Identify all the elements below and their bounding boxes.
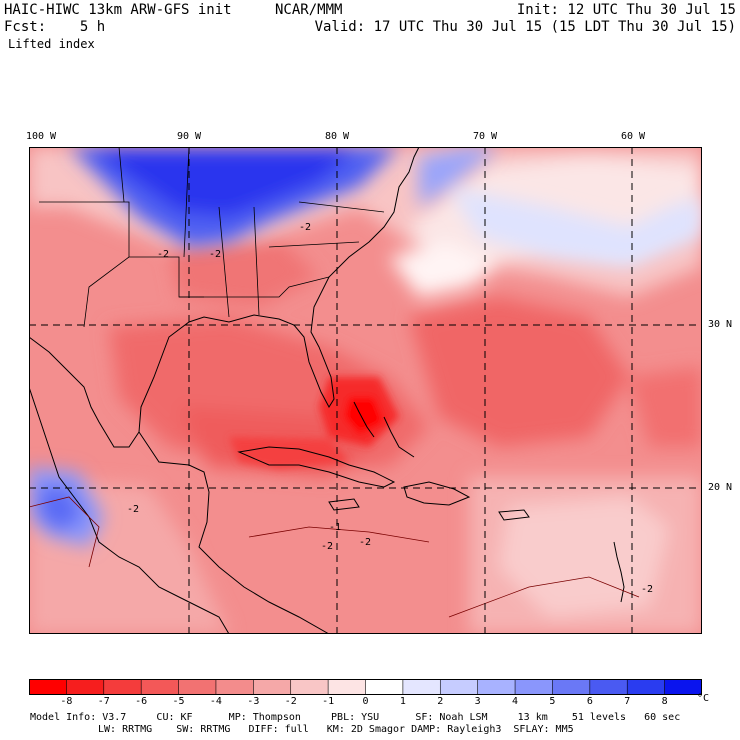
colorbar-cell	[290, 679, 329, 695]
colorbar-label: -4	[209, 696, 222, 707]
contour-label: -2	[321, 541, 333, 552]
lon-label-100w: 100 W	[25, 131, 57, 142]
colorbar-cell	[477, 679, 516, 695]
colorbar-cell	[552, 679, 591, 695]
colorbar-label: 0	[362, 696, 369, 707]
lon-label-60w: 60 W	[620, 131, 646, 142]
colorbar-label: -2	[284, 696, 297, 707]
model-info-line2: LW: RRTMG SW: RRTMG DIFF: full KM: 2D Sm…	[98, 724, 574, 735]
colorbar-cell	[141, 679, 180, 695]
contour-label: -2	[157, 249, 169, 260]
colorbar-cell	[328, 679, 366, 695]
forecast-hour: Fcst: 5 h	[4, 19, 106, 35]
contour-label: -1	[329, 522, 341, 533]
colorbar-label: 2	[437, 696, 444, 707]
colorbar-cell	[103, 679, 142, 695]
organization: NCAR/MMM	[275, 2, 343, 18]
lon-label-70w: 70 W	[472, 131, 498, 142]
colorbar-label: -5	[172, 696, 185, 707]
colorbar-label: 6	[586, 696, 593, 707]
colorbar-label: 7	[624, 696, 631, 707]
graticule	[29, 147, 702, 634]
colorbar-label: 4	[512, 696, 519, 707]
lon-label-90w: 90 W	[176, 131, 202, 142]
lon-label-80w: 80 W	[324, 131, 350, 142]
colorbar-cell	[515, 679, 553, 695]
state-borders	[39, 147, 385, 328]
colorbar-cell	[253, 679, 292, 695]
map-frame	[29, 147, 702, 634]
colorbar-cell	[627, 679, 666, 695]
colorbar-label: -8	[60, 696, 73, 707]
colorbar	[29, 679, 702, 695]
valid-time: Valid: 17 UTC Thu 30 Jul 15 (15 LDT Thu …	[314, 19, 736, 35]
model-info-line1: Model Info: V3.7 CU: KF MP: Thompson PBL…	[30, 712, 681, 723]
lat-label-30n: 30 N	[708, 319, 733, 330]
contour-label: -2	[209, 249, 221, 260]
colorbar-label: 1	[399, 696, 406, 707]
colorbar-cell	[589, 679, 628, 695]
colorbar-label: -3	[247, 696, 260, 707]
colorbar-cell	[365, 679, 404, 695]
colorbar-cell	[664, 679, 702, 695]
contour-label: -2	[299, 222, 311, 233]
contour-label: -2	[641, 584, 653, 595]
coastlines	[29, 147, 640, 634]
colorbar-unit: °C	[697, 693, 710, 704]
colorbar-cell	[402, 679, 441, 695]
lifted-index-map: -2 -2 -2 -2 -1 -2 -2 -2	[29, 147, 702, 634]
colorbar-cell	[178, 679, 217, 695]
colorbar-label: -1	[322, 696, 335, 707]
colorbar-cell	[66, 679, 105, 695]
colorbar-cell	[29, 679, 67, 695]
init-time: Init: 12 UTC Thu 30 Jul 15	[516, 2, 736, 18]
contour-label: -2	[127, 504, 139, 515]
colorbar-label: -6	[135, 696, 148, 707]
colorbar-label: 5	[549, 696, 556, 707]
colorbar-cell	[440, 679, 479, 695]
model-title: HAIC-HIWC 13km ARW-GFS init	[4, 2, 232, 18]
colorbar-label: 8	[661, 696, 668, 707]
colorbar-cell	[215, 679, 254, 695]
colorbar-label: 3	[474, 696, 481, 707]
contour-label: -2	[359, 537, 371, 548]
field-name: Lifted index	[8, 37, 95, 51]
field-blue	[29, 147, 702, 547]
colorbar-label: -7	[97, 696, 110, 707]
lat-label-20n: 20 N	[708, 482, 733, 493]
